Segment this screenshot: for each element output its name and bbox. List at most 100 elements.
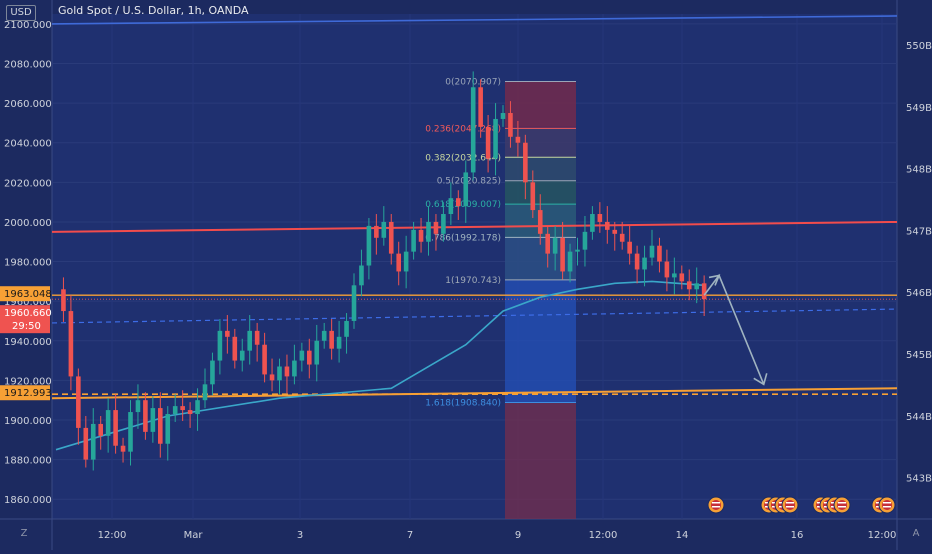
z-icon[interactable]: Z bbox=[20, 528, 28, 539]
candle-body bbox=[292, 360, 297, 377]
fib-zone-lower bbox=[505, 402, 576, 519]
candle-body bbox=[98, 423, 103, 436]
candle-body bbox=[202, 384, 208, 401]
candle-body bbox=[515, 136, 521, 143]
candle-body bbox=[470, 87, 476, 173]
candle-body bbox=[172, 406, 178, 415]
right-tick-label: 547B bbox=[906, 226, 932, 237]
left-tick-label: 2100.000 bbox=[4, 20, 52, 31]
usd-badge[interactable]: USD bbox=[6, 5, 36, 21]
forecast-arrow-head bbox=[753, 373, 768, 386]
candle-body bbox=[448, 198, 454, 215]
fib-zone-top bbox=[505, 81, 576, 127]
candle-body bbox=[597, 214, 603, 222]
fib-zone-2 bbox=[505, 157, 576, 181]
candle-body bbox=[150, 408, 156, 432]
left-tick-label: 1980.000 bbox=[4, 258, 52, 269]
candle-body bbox=[225, 330, 230, 337]
candle-body bbox=[247, 330, 252, 351]
upper-trend-line bbox=[51, 15, 898, 25]
event-flag-icon-inner bbox=[882, 500, 892, 510]
candle-body bbox=[627, 241, 632, 254]
candle-body bbox=[143, 400, 148, 432]
candle-body bbox=[217, 330, 223, 361]
candle-body bbox=[269, 374, 275, 381]
left-tick-label: 1880.000 bbox=[4, 456, 52, 467]
price-high-tag bbox=[0, 286, 50, 302]
resistance-line bbox=[51, 220, 898, 233]
moving-average-line bbox=[55, 280, 705, 451]
candle-body bbox=[701, 283, 707, 300]
candle-body bbox=[575, 249, 580, 252]
candle-body bbox=[463, 172, 469, 207]
candle-body bbox=[76, 376, 81, 428]
x-tick-label: 3 bbox=[297, 530, 303, 541]
candle-body bbox=[90, 423, 96, 460]
candle-body bbox=[180, 406, 185, 411]
candle-body bbox=[552, 237, 558, 254]
candle-body bbox=[672, 273, 677, 278]
candle-body bbox=[485, 126, 491, 159]
dashed-blue-line bbox=[51, 308, 898, 324]
event-flag-icon-inner bbox=[785, 500, 795, 510]
candle-body bbox=[388, 221, 394, 254]
candle-body bbox=[634, 253, 640, 270]
x-tick-label: 9 bbox=[515, 530, 521, 541]
a-icon[interactable]: A bbox=[912, 528, 920, 539]
left-tick-label: 2000.000 bbox=[4, 218, 52, 229]
candle-body bbox=[351, 285, 357, 321]
candle-body bbox=[567, 251, 573, 272]
fib-level-label: 1(1970.743) bbox=[445, 276, 501, 286]
fib-level-label: 0.382(2032.644) bbox=[425, 153, 501, 163]
candle-body bbox=[187, 410, 193, 415]
candle-body bbox=[165, 414, 171, 444]
candle-body bbox=[210, 360, 215, 385]
event-flag-icon-inner bbox=[837, 500, 847, 510]
candle-body bbox=[590, 214, 595, 232]
candle-body bbox=[336, 336, 342, 349]
fib-zone-0 bbox=[505, 81, 576, 129]
candle-body bbox=[239, 350, 245, 361]
fib-zone-extension bbox=[505, 279, 576, 403]
candle-body bbox=[396, 253, 401, 272]
candle-body bbox=[478, 87, 483, 127]
candle-body bbox=[619, 233, 625, 242]
candle-body bbox=[605, 221, 610, 230]
last-price-label: 1960.660 bbox=[4, 308, 52, 319]
candle-body bbox=[381, 221, 387, 238]
right-tick-label: 543B bbox=[906, 474, 932, 485]
candle-body bbox=[321, 330, 327, 341]
candle-body bbox=[411, 229, 416, 252]
candle-body bbox=[366, 225, 372, 266]
candle-body bbox=[262, 344, 267, 375]
support-price-label: 1912.993 bbox=[4, 388, 52, 399]
candle-body bbox=[277, 366, 282, 381]
event-flag-icon-inner bbox=[711, 500, 721, 510]
x-tick-label: 14 bbox=[676, 530, 689, 541]
candle-body bbox=[374, 225, 379, 238]
right-tick-label: 549B bbox=[906, 103, 932, 114]
x-tick-label: 12:00 bbox=[589, 530, 618, 541]
countdown-label: 29:50 bbox=[12, 321, 41, 332]
currency-badge[interactable]: USD bbox=[2, 4, 40, 22]
symbol-title: Gold Spot / U.S. Dollar, 1h, OANDA bbox=[58, 4, 249, 17]
candle-body bbox=[232, 336, 238, 361]
candle-body bbox=[135, 400, 141, 413]
candle-body bbox=[359, 265, 364, 286]
candle-body bbox=[68, 311, 74, 377]
candle-body bbox=[612, 229, 618, 234]
event-flag-stripe bbox=[838, 506, 846, 508]
candle-body bbox=[686, 281, 692, 290]
candle-body bbox=[694, 283, 699, 290]
fib-level-label: 0.786(1992.178) bbox=[425, 233, 501, 243]
left-tick-label: 1960.000 bbox=[4, 297, 52, 308]
event-flag-stripe bbox=[712, 502, 720, 504]
x-tick-label: 7 bbox=[407, 530, 413, 541]
left-tick-label: 2020.000 bbox=[4, 178, 52, 189]
candle-body bbox=[128, 412, 133, 452]
x-tick-label: 12:00 bbox=[868, 530, 897, 541]
candle-body bbox=[120, 445, 126, 452]
left-tick-label: 2080.000 bbox=[4, 60, 52, 71]
